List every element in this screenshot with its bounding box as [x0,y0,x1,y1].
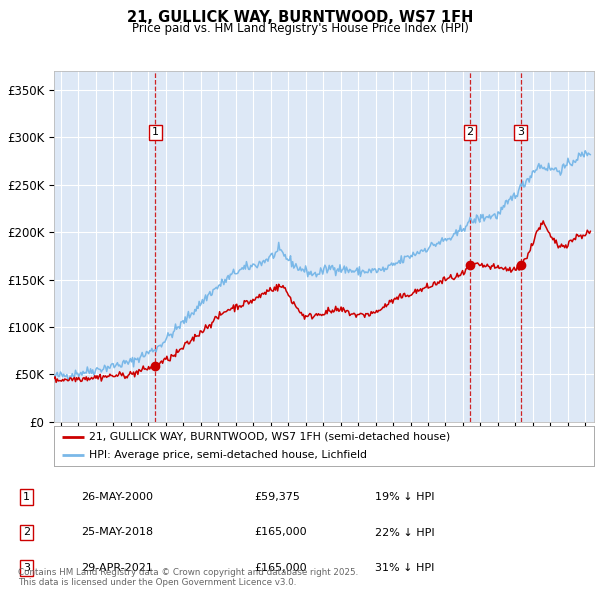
Text: Contains HM Land Registry data © Crown copyright and database right 2025.: Contains HM Land Registry data © Crown c… [18,568,358,577]
Text: HPI: Average price, semi-detached house, Lichfield: HPI: Average price, semi-detached house,… [89,450,367,460]
Text: 3: 3 [23,563,30,573]
Text: 19% ↓ HPI: 19% ↓ HPI [375,492,434,502]
Text: 21, GULLICK WAY, BURNTWOOD, WS7 1FH: 21, GULLICK WAY, BURNTWOOD, WS7 1FH [127,10,473,25]
Text: 22% ↓ HPI: 22% ↓ HPI [375,527,434,537]
Text: 2: 2 [23,527,30,537]
Text: 1: 1 [152,127,159,137]
Text: £165,000: £165,000 [254,563,307,573]
Text: 31% ↓ HPI: 31% ↓ HPI [375,563,434,573]
Text: 26-MAY-2000: 26-MAY-2000 [81,492,153,502]
Text: Price paid vs. HM Land Registry's House Price Index (HPI): Price paid vs. HM Land Registry's House … [131,22,469,35]
Text: 1: 1 [23,492,30,502]
Text: 2: 2 [466,127,473,137]
Text: 29-APR-2021: 29-APR-2021 [81,563,153,573]
Text: £165,000: £165,000 [254,527,307,537]
Text: 3: 3 [517,127,524,137]
Text: This data is licensed under the Open Government Licence v3.0.: This data is licensed under the Open Gov… [18,578,296,587]
Text: 21, GULLICK WAY, BURNTWOOD, WS7 1FH (semi-detached house): 21, GULLICK WAY, BURNTWOOD, WS7 1FH (sem… [89,432,451,442]
Text: £59,375: £59,375 [254,492,300,502]
Text: 25-MAY-2018: 25-MAY-2018 [81,527,153,537]
